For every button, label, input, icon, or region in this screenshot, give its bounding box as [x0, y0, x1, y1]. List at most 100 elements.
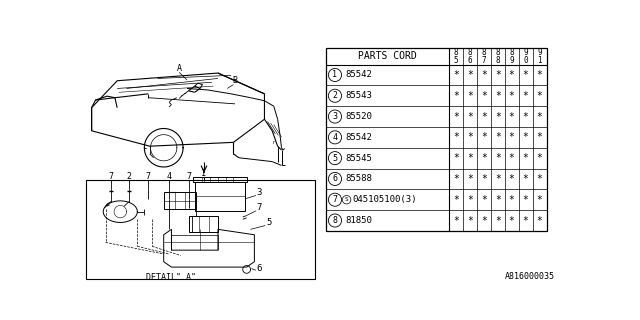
Text: *: *: [523, 91, 529, 101]
Text: *: *: [536, 112, 543, 122]
Text: 8: 8: [332, 216, 337, 225]
Text: 2: 2: [332, 91, 337, 100]
Text: A: A: [177, 64, 182, 73]
Text: *: *: [453, 153, 459, 163]
Text: 9
1: 9 1: [537, 48, 542, 65]
Text: *: *: [509, 215, 515, 226]
Text: *: *: [481, 112, 486, 122]
Text: 4: 4: [166, 172, 172, 181]
Text: S: S: [345, 197, 348, 202]
Text: *: *: [523, 215, 529, 226]
Text: *: *: [481, 174, 486, 184]
Text: 1: 1: [332, 70, 337, 79]
Bar: [189, 215, 218, 232]
Text: 7: 7: [332, 195, 337, 204]
Text: *: *: [481, 91, 486, 101]
Text: 8
6: 8 6: [467, 48, 472, 65]
Text: *: *: [453, 112, 459, 122]
Text: 3: 3: [332, 112, 337, 121]
Text: 3: 3: [257, 188, 262, 197]
Text: *: *: [481, 153, 486, 163]
Text: *: *: [536, 174, 543, 184]
Text: *: *: [536, 70, 543, 80]
Text: 4: 4: [332, 133, 337, 142]
Text: 85588: 85588: [345, 174, 372, 183]
Text: *: *: [481, 70, 486, 80]
Text: 045105100(3): 045105100(3): [352, 195, 417, 204]
Text: 5: 5: [266, 218, 271, 227]
Text: *: *: [536, 132, 543, 142]
Text: 5: 5: [332, 154, 337, 163]
Text: *: *: [536, 215, 543, 226]
Text: 7: 7: [186, 172, 191, 181]
Text: *: *: [467, 91, 473, 101]
Text: r: r: [272, 140, 275, 145]
Text: *: *: [536, 153, 543, 163]
Text: *: *: [495, 132, 500, 142]
Text: *: *: [509, 112, 515, 122]
Bar: [86, 180, 315, 279]
Text: 85543: 85543: [345, 91, 372, 100]
Text: *: *: [467, 215, 473, 226]
Text: *: *: [467, 132, 473, 142]
Text: 1: 1: [202, 169, 207, 178]
Text: *: *: [509, 153, 515, 163]
Text: 85545: 85545: [345, 154, 372, 163]
Text: 8
5: 8 5: [454, 48, 458, 65]
Text: *: *: [495, 91, 500, 101]
Text: *: *: [495, 215, 500, 226]
Text: 7: 7: [257, 203, 262, 212]
Text: 7: 7: [146, 172, 150, 181]
Text: 6: 6: [257, 264, 262, 273]
Text: *: *: [523, 112, 529, 122]
Text: *: *: [523, 153, 529, 163]
Text: *: *: [467, 195, 473, 205]
Text: A816000035: A816000035: [504, 272, 554, 281]
Text: *: *: [523, 174, 529, 184]
Text: *: *: [453, 195, 459, 205]
Text: *: *: [536, 91, 543, 101]
Text: 7: 7: [109, 172, 113, 181]
Text: *: *: [453, 174, 459, 184]
Text: 85520: 85520: [345, 112, 372, 121]
Text: 85542: 85542: [345, 133, 372, 142]
Text: *: *: [467, 153, 473, 163]
Text: *: *: [481, 132, 486, 142]
Text: *: *: [495, 70, 500, 80]
Text: *: *: [509, 132, 515, 142]
Text: *: *: [523, 70, 529, 80]
Text: *: *: [509, 91, 515, 101]
Text: 2: 2: [126, 172, 131, 181]
Text: *: *: [453, 70, 459, 80]
Text: B: B: [232, 76, 237, 85]
Text: *: *: [495, 174, 500, 184]
Text: *: *: [523, 132, 529, 142]
Text: 6: 6: [332, 174, 337, 183]
Text: *: *: [453, 91, 459, 101]
Text: DETAIL" A": DETAIL" A": [146, 273, 196, 282]
Text: *: *: [509, 174, 515, 184]
Text: PARTS CORD: PARTS CORD: [358, 51, 417, 61]
Text: *: *: [509, 70, 515, 80]
Bar: [195, 182, 245, 211]
Text: *: *: [467, 174, 473, 184]
Text: *: *: [481, 195, 486, 205]
Text: *: *: [509, 195, 515, 205]
Text: 81850: 81850: [345, 216, 372, 225]
Text: *: *: [495, 112, 500, 122]
Text: *: *: [467, 70, 473, 80]
Text: *: *: [495, 153, 500, 163]
Text: 8
9: 8 9: [509, 48, 514, 65]
Text: 85542: 85542: [345, 70, 372, 79]
Text: *: *: [453, 215, 459, 226]
Text: 9
0: 9 0: [524, 48, 528, 65]
Text: 8
7: 8 7: [481, 48, 486, 65]
Text: 8
8: 8 8: [495, 48, 500, 65]
Text: *: *: [481, 215, 486, 226]
Bar: [326, 48, 547, 231]
Text: *: *: [536, 195, 543, 205]
Bar: [193, 177, 246, 182]
Text: *: *: [523, 195, 529, 205]
Bar: [164, 192, 196, 209]
Text: *: *: [453, 132, 459, 142]
